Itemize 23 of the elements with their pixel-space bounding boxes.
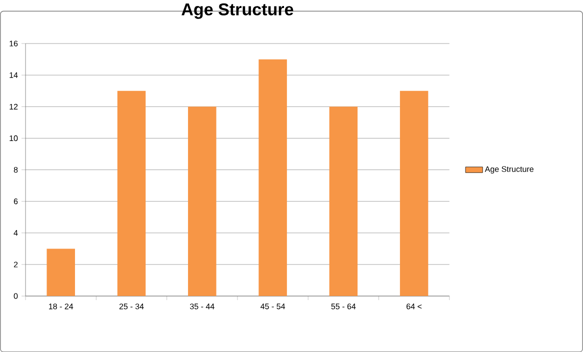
y-tick-label: 8 bbox=[14, 166, 18, 173]
bar bbox=[117, 90, 146, 296]
y-tick-label: 2 bbox=[14, 262, 18, 268]
chart-title: Age Structure bbox=[182, 3, 294, 19]
bar bbox=[258, 59, 287, 296]
x-tick-label: 45 - 54 bbox=[260, 303, 286, 310]
x-tick-label: 64 < bbox=[406, 303, 422, 310]
legend-label: Age Structure bbox=[484, 166, 534, 174]
y-tick-label: 12 bbox=[10, 104, 18, 110]
bar bbox=[329, 106, 358, 296]
y-tick-label: 0 bbox=[14, 293, 18, 299]
bar bbox=[400, 90, 428, 296]
y-tick-label: 14 bbox=[10, 72, 18, 78]
x-tick-label: 55 - 64 bbox=[331, 303, 356, 310]
y-tick-label: 6 bbox=[14, 198, 18, 204]
y-tick-label: 10 bbox=[10, 135, 18, 141]
x-tick-label: 18 - 24 bbox=[49, 303, 74, 310]
bar bbox=[46, 248, 75, 296]
y-tick-label: 4 bbox=[14, 230, 18, 236]
bar bbox=[188, 106, 216, 296]
y-tick-label: 16 bbox=[10, 40, 18, 46]
x-tick-label: 35 - 44 bbox=[190, 303, 214, 310]
x-tick-label: 25 - 34 bbox=[119, 303, 144, 310]
